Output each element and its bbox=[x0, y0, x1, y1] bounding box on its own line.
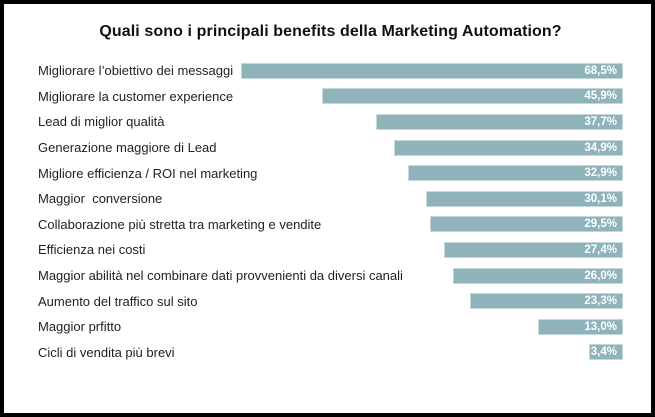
bar-zone: 26,0% bbox=[411, 267, 623, 284]
value-label: 3,4% bbox=[590, 346, 617, 359]
bar-rows: Migliorare l’obiettivo dei messaggi 68,5%… bbox=[38, 58, 623, 365]
category-label: Maggior conversione bbox=[38, 191, 163, 207]
value-label: 68,5% bbox=[584, 64, 617, 77]
value-bar: 29,5% bbox=[429, 216, 623, 233]
bar-zone: 27,4% bbox=[153, 241, 623, 258]
bar-zone: 30,1% bbox=[170, 190, 623, 207]
value-label: 30,1% bbox=[584, 192, 617, 205]
category-label: Collaborazione più stretta tra marketing… bbox=[38, 216, 322, 232]
bar-row: Efficienza nei costi 27,4% bbox=[38, 237, 623, 263]
bar-zone: 45,9% bbox=[241, 88, 623, 105]
category-label: Efficienza nei costi bbox=[38, 242, 146, 258]
category-label: Cicli di vendita più brevi bbox=[38, 344, 175, 360]
category-label: Migliorare la customer experience bbox=[38, 88, 234, 104]
value-label: 26,0% bbox=[584, 269, 617, 282]
bar-row: Cicli di vendita più brevi 3,4% bbox=[38, 340, 623, 366]
value-bar: 23,3% bbox=[470, 293, 623, 310]
chart-area: Quali sono i principali benefits della M… bbox=[4, 23, 651, 413]
value-bar: 45,9% bbox=[322, 88, 623, 105]
value-bar: 34,9% bbox=[394, 139, 623, 156]
value-bar: 26,0% bbox=[452, 267, 623, 284]
value-bar: 32,9% bbox=[407, 165, 623, 182]
value-label: 32,9% bbox=[584, 167, 617, 180]
value-label: 37,7% bbox=[584, 115, 617, 128]
bar-zone: 68,5% bbox=[241, 62, 623, 79]
bar-zone: 34,9% bbox=[225, 139, 623, 156]
value-bar: 37,7% bbox=[376, 113, 623, 130]
bar-row: Maggior conversione 30,1% bbox=[38, 186, 623, 212]
value-bar: 13,0% bbox=[537, 318, 623, 335]
bar-row: Maggior prfitto 13,0% bbox=[38, 314, 623, 340]
chart-title: Quali sono i principali benefits della M… bbox=[99, 23, 562, 40]
bar-row: Migliorare la customer experience 45,9% bbox=[38, 84, 623, 110]
category-label: Maggior abilità nel combinare dati provv… bbox=[38, 268, 403, 284]
value-bar: 68,5% bbox=[241, 62, 623, 79]
bar-row: Aumento del traffico sul sito 23,3% bbox=[38, 288, 623, 314]
category-label: Migliore efficienza / ROI nel marketing bbox=[38, 165, 258, 181]
bar-row: Collaborazione più stretta tra marketing… bbox=[38, 212, 623, 238]
bar-zone: 37,7% bbox=[172, 113, 623, 130]
value-bar: 27,4% bbox=[443, 241, 623, 258]
value-label: 27,4% bbox=[584, 243, 617, 256]
category-label: Lead di miglior qualità bbox=[38, 114, 165, 130]
bar-row: Migliore efficienza / ROI nel marketing 3… bbox=[38, 160, 623, 186]
bar-zone: 32,9% bbox=[265, 165, 623, 182]
value-bar: 30,1% bbox=[425, 190, 623, 207]
value-label: 23,3% bbox=[584, 295, 617, 308]
bar-row: Migliorare l’obiettivo dei messaggi 68,5% bbox=[38, 58, 623, 84]
value-label: 29,5% bbox=[584, 218, 617, 231]
bar-row: Generazione maggiore di Lead 34,9% bbox=[38, 135, 623, 161]
category-label: Generazione maggiore di Lead bbox=[38, 140, 217, 156]
value-label: 34,9% bbox=[584, 141, 617, 154]
bar-zone: 23,3% bbox=[205, 293, 623, 310]
bar-zone: 29,5% bbox=[329, 216, 623, 233]
bar-row: Maggior abilità nel combinare dati provv… bbox=[38, 263, 623, 289]
bar-zone: 3,4% bbox=[183, 344, 623, 361]
bar-zone: 13,0% bbox=[129, 318, 623, 335]
value-label: 45,9% bbox=[584, 90, 617, 103]
category-label: Aumento del traffico sul sito bbox=[38, 293, 198, 309]
category-label: Migliorare l’obiettivo dei messaggi bbox=[38, 63, 234, 79]
value-label: 13,0% bbox=[584, 320, 617, 333]
value-bar: 3,4% bbox=[589, 344, 623, 361]
category-label: Maggior prfitto bbox=[38, 319, 122, 335]
bar-row: Lead di miglior qualità 37,7% bbox=[38, 109, 623, 135]
